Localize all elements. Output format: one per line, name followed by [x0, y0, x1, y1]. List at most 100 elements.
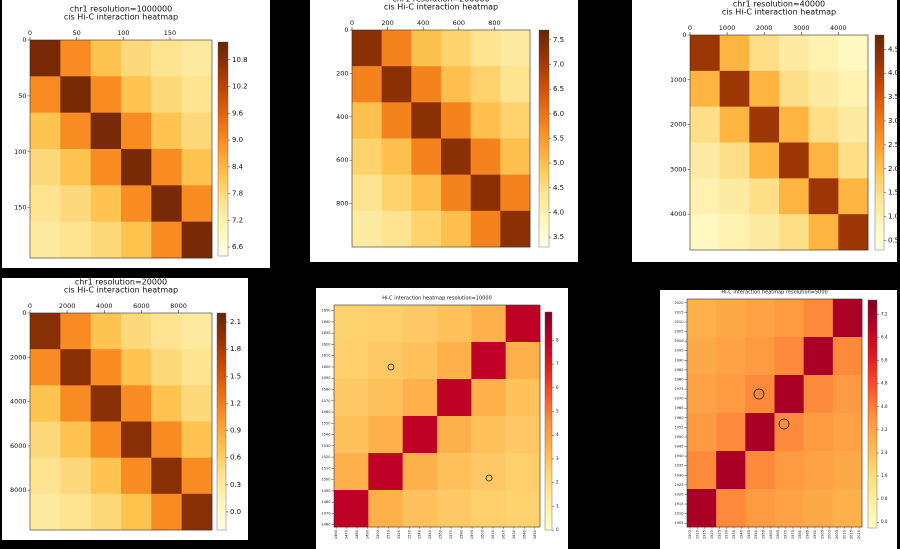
x-tick-label: 1490: [365, 529, 369, 539]
colorbar-tick-label: 5.0: [553, 159, 564, 167]
heatmap-cell: [368, 490, 403, 528]
colorbar: [217, 41, 229, 257]
heatmap-cell: [151, 149, 182, 186]
heatmap-cell: [121, 385, 152, 422]
x-tick-label: 1955: [761, 530, 765, 539]
heatmap-cell: [402, 490, 438, 528]
heatmap-cell: [719, 106, 750, 143]
colorbar: [216, 312, 227, 531]
x-tick-label: 2000: [59, 302, 76, 310]
colorbar-tick-label: 7.2: [881, 311, 888, 316]
heatmap-cell: [121, 40, 152, 77]
heatmap-cell: [505, 490, 541, 528]
y-tick-label: 8000: [10, 486, 27, 494]
colorbar: [544, 311, 553, 531]
heatmap-cell: [441, 210, 471, 248]
y-tick-label: 1470: [321, 511, 331, 515]
x-tick-label: 1915: [703, 530, 707, 539]
plot-frame: [29, 39, 213, 259]
x-tick-label: 100: [117, 29, 129, 37]
heatmap-cell: [151, 40, 182, 77]
heatmap-cell: [779, 70, 809, 107]
heatmap-cell: [779, 35, 809, 72]
heatmap-cell: [90, 40, 122, 77]
y-tick-label: 1490: [321, 489, 331, 493]
x-tick-label: 1980: [798, 529, 802, 539]
heatmap-cell: [774, 337, 804, 376]
x-tick-label: 1970: [784, 529, 788, 539]
x-tick-label: 1925: [717, 530, 721, 539]
heatmap-cell: [121, 76, 152, 113]
x-tick-label: 1600: [480, 529, 484, 539]
y-tick-label: 1975: [674, 387, 683, 391]
heatmap-cell: [749, 214, 780, 251]
colorbar-tick-label: 7.5: [553, 36, 564, 44]
colorbar-tick-label: 5: [556, 409, 559, 414]
heatmap-cell: [838, 214, 869, 251]
heatmap-cell: [121, 185, 152, 222]
heatmap-cell: [471, 305, 506, 343]
chart-subtitle: cis Hi-C interaction heatmap: [64, 286, 178, 295]
plot-frame: [686, 298, 863, 528]
heatmap-cell: [441, 66, 471, 103]
heatmap-cell: [121, 457, 152, 495]
heatmap-cell: [411, 30, 442, 67]
y-tick-label: 1550: [321, 421, 331, 425]
heatmap-cell: [181, 385, 213, 422]
colorbar-tick-label: 9.0: [232, 136, 243, 144]
plot-frame: [29, 312, 213, 531]
colorbar-tick-label: 0.0: [881, 519, 888, 524]
y-tick-label: 1935: [674, 464, 683, 468]
heatmap-cell: [838, 142, 869, 179]
y-tick-label: 2000: [10, 353, 27, 361]
colorbar-tick-label: 7.2: [232, 216, 243, 224]
x-tick-label: 1580: [460, 529, 464, 539]
heatmap-cell: [368, 453, 403, 491]
heatmap-cell: [471, 490, 506, 528]
heatmap-cell: [60, 421, 91, 458]
annotation-circle: [778, 418, 790, 430]
heatmap-cell: [368, 416, 403, 454]
heatmap-cell: [381, 66, 412, 103]
x-tick-label: 1935: [732, 530, 736, 539]
x-tick-label: 1940: [739, 529, 743, 539]
x-tick-label: 200: [381, 19, 393, 27]
y-tick-label: 4000: [10, 398, 27, 406]
annotation-circle: [753, 388, 765, 400]
colorbar-tick-label: 4.8: [881, 381, 888, 386]
heatmap-cell: [500, 30, 531, 67]
colorbar-tick-label: 6: [556, 385, 559, 390]
x-tick-label: 1550: [428, 529, 432, 539]
x-tick-label: 1500: [376, 529, 380, 539]
colorbar-tick-label: 0.3: [230, 481, 241, 489]
heatmap-cell: [749, 178, 780, 215]
heatmap-cell: [838, 35, 869, 72]
heatmap-cell: [334, 379, 369, 417]
x-tick-label: 1610: [491, 529, 495, 539]
heatmap-cell: [471, 379, 506, 417]
y-tick-label: 4000: [670, 210, 687, 218]
heatmap-cell: [60, 385, 91, 422]
y-tick-label: 1925: [674, 483, 683, 487]
heatmap-cell: [151, 421, 182, 458]
heatmap-cell: [90, 349, 122, 386]
chart-title: Hi-C interaction heatmap resolution=1000…: [382, 296, 492, 302]
annotation-circle: [485, 474, 493, 482]
heatmap-cell: [181, 457, 213, 495]
heatmap-cell: [181, 185, 213, 222]
colorbar-tick-label: 1.6: [881, 473, 888, 478]
x-tick-label: 2015: [850, 530, 854, 539]
colorbar: [874, 34, 885, 251]
colorbar-tick-label: 4.5: [888, 45, 899, 53]
heatmap-cell: [121, 149, 152, 186]
heatmap-cell: [60, 76, 91, 113]
colorbar-tick-label: 10.2: [232, 83, 248, 91]
heatmap-cell: [687, 413, 717, 452]
heatmap-cell: [402, 305, 438, 343]
heatmap-cell: [803, 489, 834, 528]
colorbar-tick-label: 4.0: [553, 208, 564, 216]
chart-title: chr1 resolution=200000: [392, 0, 489, 4]
y-tick-label: 1570: [321, 399, 331, 403]
heatmap-cell: [334, 305, 369, 343]
